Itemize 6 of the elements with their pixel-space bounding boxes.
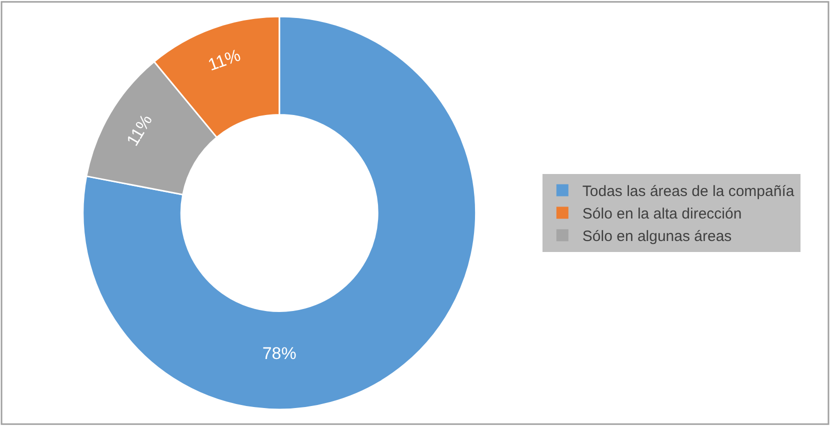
data-label: 78% [262, 344, 296, 363]
legend-label: Sólo en algunas áreas [582, 228, 732, 246]
legend-label: Todas las áreas de la compañía [582, 183, 795, 200]
legend-label: Sólo en la alta dirección [582, 206, 742, 223]
data-label: 11% [206, 46, 243, 75]
donut-slice [82, 16, 477, 410]
